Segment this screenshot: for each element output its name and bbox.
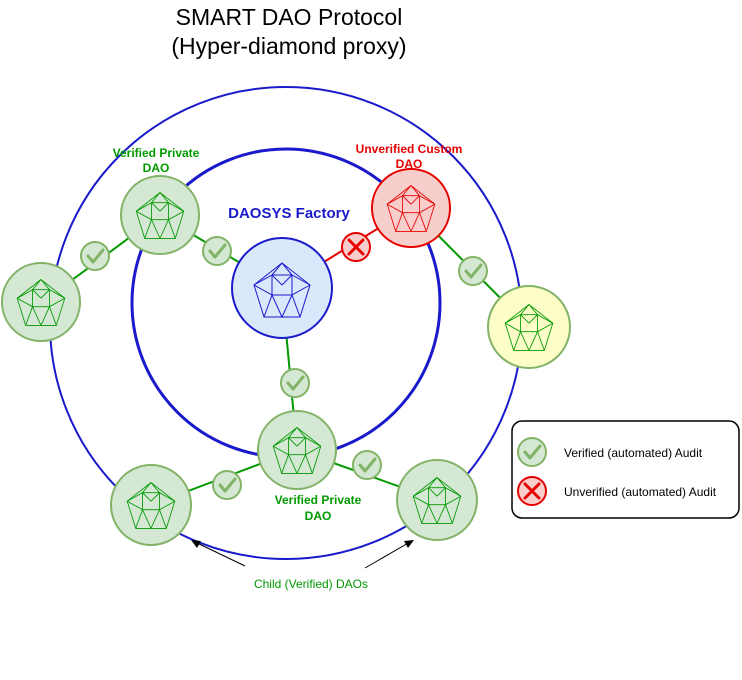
right-outer-dao-node[interactable] — [487, 285, 571, 369]
check-badge-icon — [516, 436, 548, 468]
factory-label: DAOSYS Factory — [228, 205, 350, 222]
check-badge-icon — [351, 449, 383, 481]
verified-bottom-label-2: DAO — [305, 509, 332, 523]
check-badge-icon — [211, 469, 243, 501]
legend-verified-label: Verified (automated) Audit — [564, 446, 703, 460]
check-badge-icon — [457, 255, 489, 287]
child-dao-right-node[interactable] — [396, 459, 478, 541]
check-badge-icon — [79, 240, 111, 272]
verified-private-dao-bottom-node[interactable] — [257, 410, 337, 490]
check-badge-icon — [201, 235, 233, 267]
daosys-factory-node[interactable] — [231, 237, 333, 339]
unverified-custom-dao-node[interactable] — [371, 168, 451, 248]
unverified-label-1: Unverified Custom — [356, 142, 463, 156]
legend-box: Verified (automated) Audit Unverified (a… — [511, 420, 740, 519]
verified-top-label-2: DAO — [143, 161, 170, 175]
verified-bottom-label-1: Verified Private — [275, 493, 362, 507]
title-line-1: SMART DAO Protocol — [176, 4, 403, 30]
verified-private-dao-top-node[interactable] — [120, 175, 200, 255]
unverified-label-2: DAO — [396, 157, 423, 171]
title-line-2: (Hyper-diamond proxy) — [171, 33, 406, 59]
cross-badge-icon — [516, 475, 548, 507]
child-dao-arrows — [191, 540, 414, 569]
child-daos-label: Child (Verified) DAOs — [254, 577, 368, 591]
cross-badge-icon — [340, 231, 372, 263]
check-badge-icon — [279, 367, 311, 399]
legend-unverified-label: Unverified (automated) Audit — [564, 485, 717, 499]
left-outer-dao-node[interactable] — [1, 262, 81, 342]
child-dao-left-node[interactable] — [110, 464, 192, 546]
verified-top-label-1: Verified Private — [113, 146, 200, 160]
